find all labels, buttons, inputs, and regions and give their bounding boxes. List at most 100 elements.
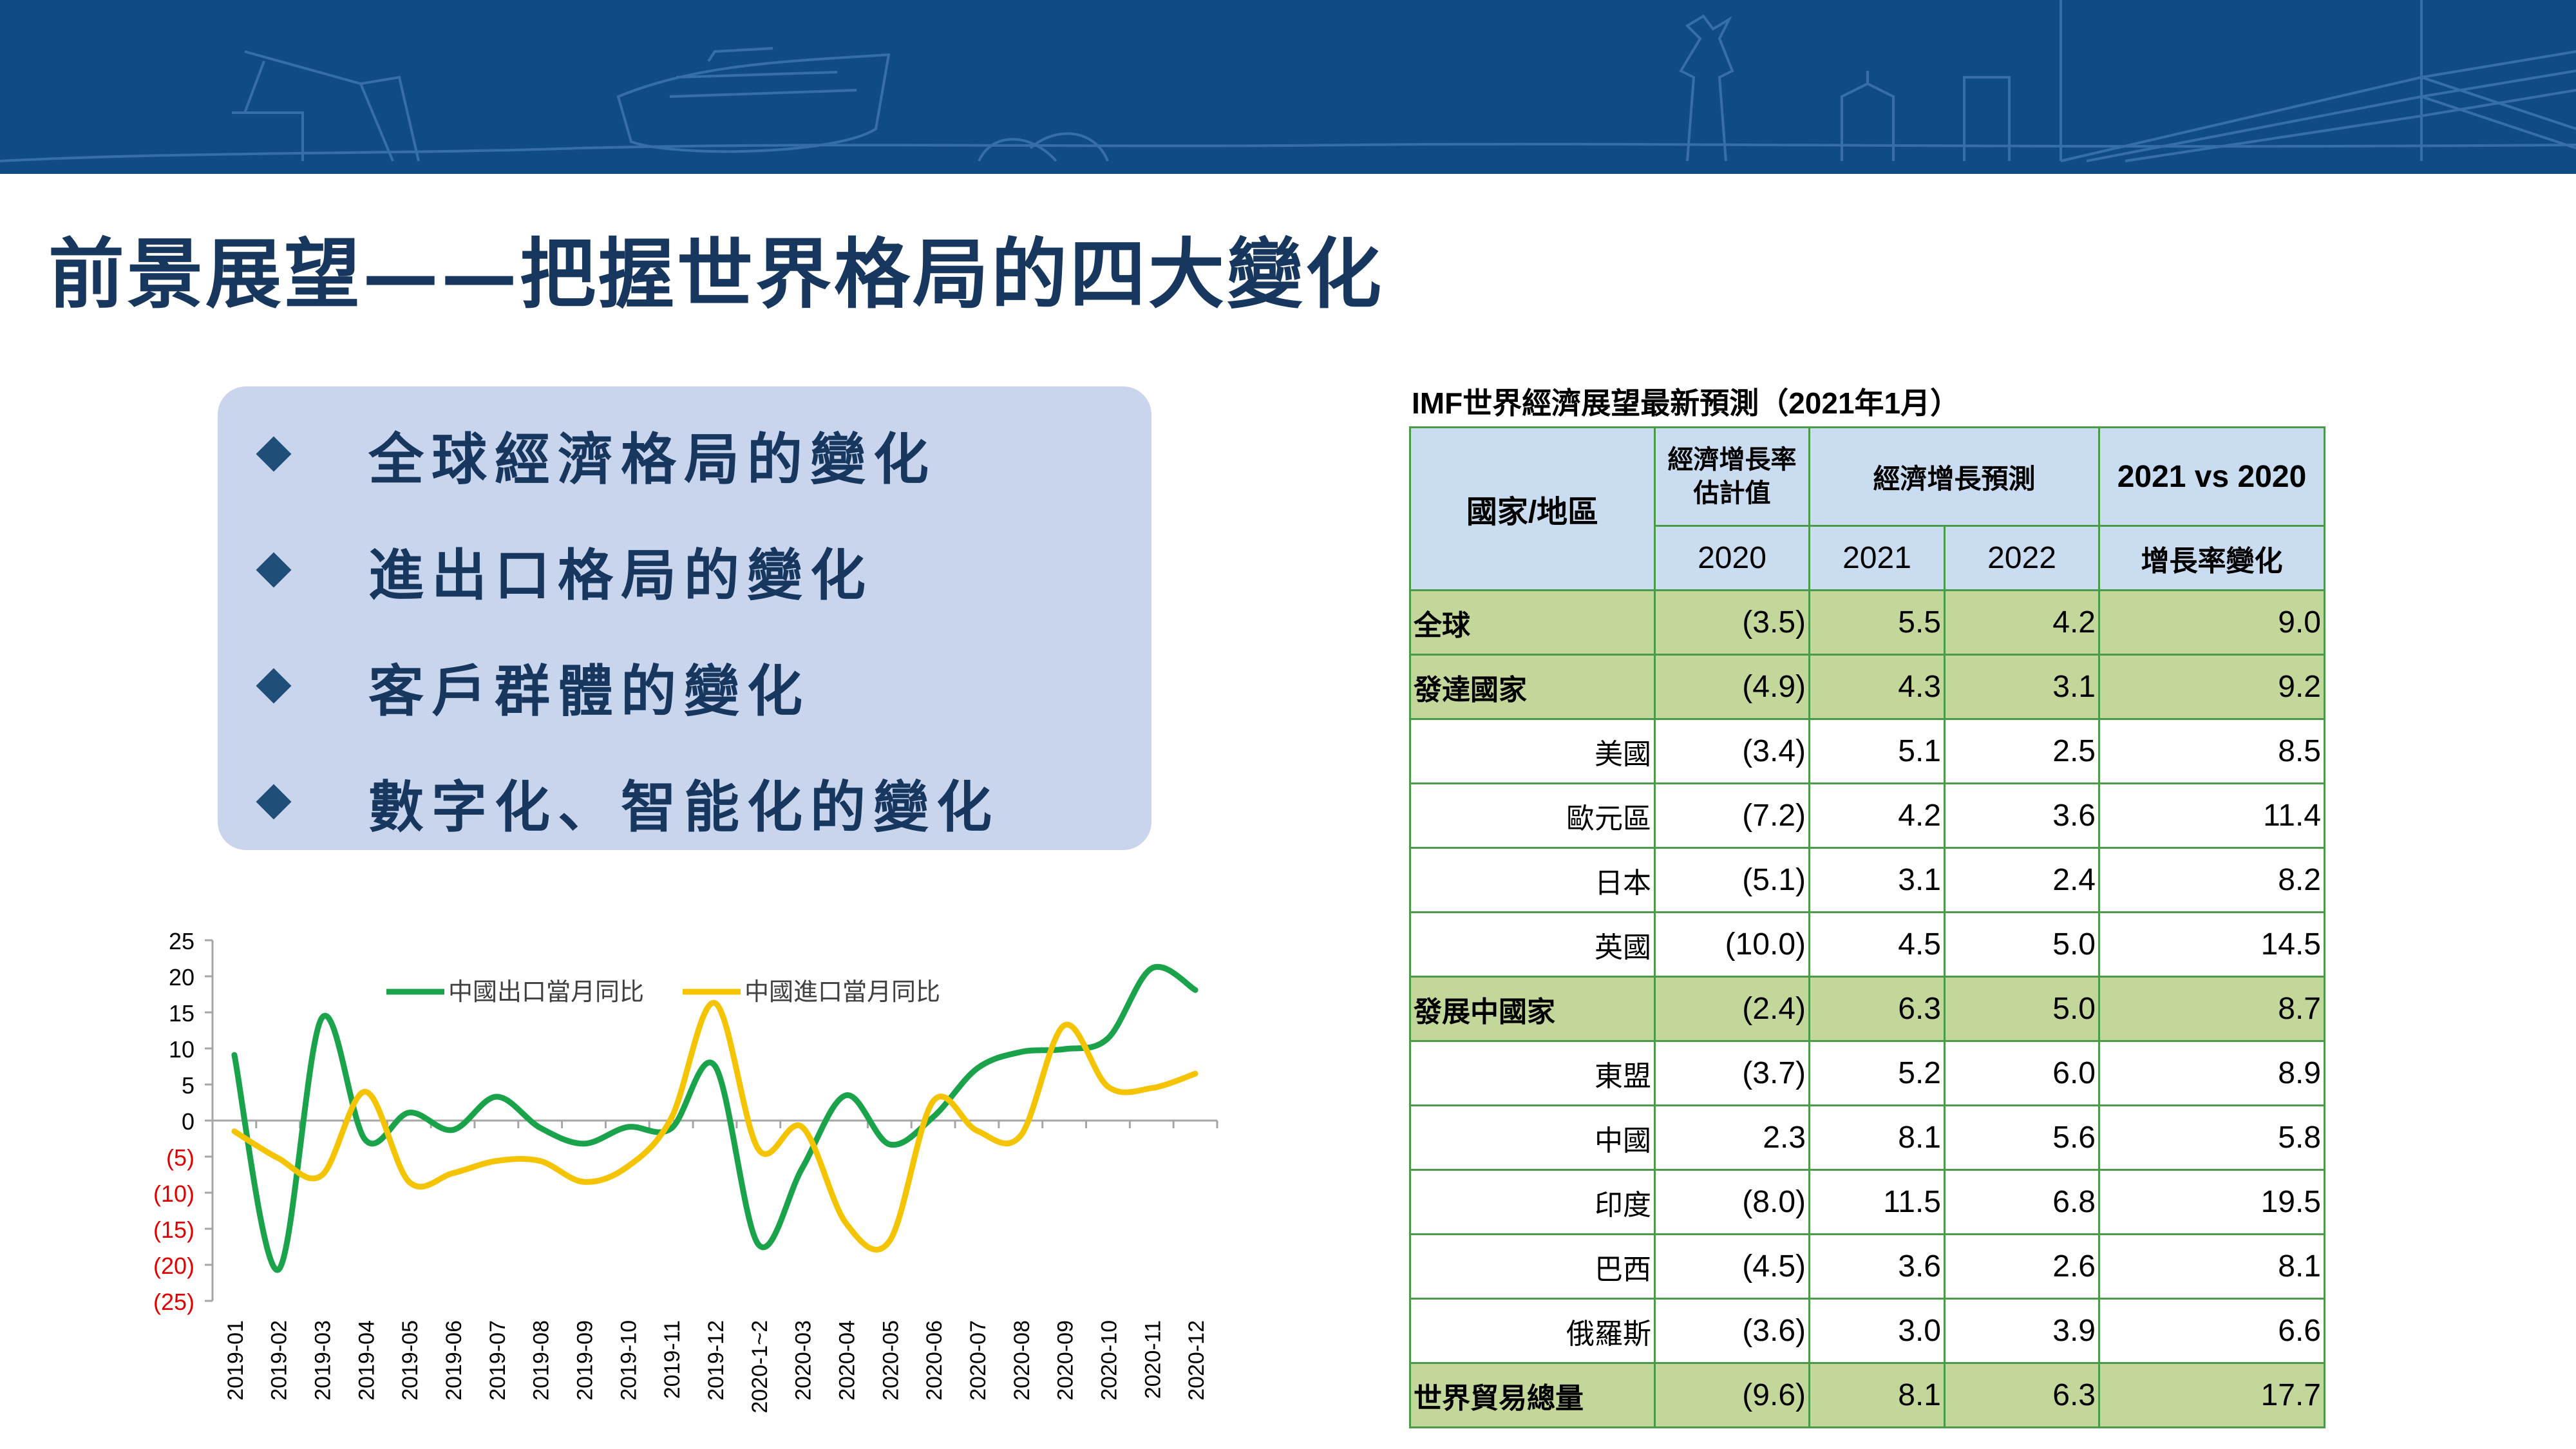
x-tick-label: 2019-02 — [267, 1320, 292, 1401]
header-banner — [0, 0, 2576, 174]
bullet-text: 數字化、智能化的變化 — [368, 774, 999, 840]
header-2022: 2022 — [1944, 525, 2100, 591]
row-name: 美國 — [1409, 718, 1656, 784]
x-tick-label: 2019-07 — [486, 1320, 510, 1401]
x-tick-label: 2020-11 — [1141, 1320, 1165, 1399]
row-name: 日本 — [1409, 847, 1656, 913]
series-line-export — [231, 963, 1198, 1273]
row-change: 5.8 — [2098, 1104, 2325, 1171]
x-tick-label: 2020-05 — [878, 1320, 903, 1401]
bullet-item: 進出口格局的變化 — [256, 522, 873, 618]
y-tick-label: (10) — [153, 1180, 194, 1207]
skyline-illustration — [0, 0, 2576, 162]
x-tick-label: 2020-1~2 — [748, 1320, 772, 1414]
row-2022: 5.0 — [1944, 976, 2100, 1042]
table-row: 俄羅斯 (3.6) 3.0 3.9 6.6 — [1409, 1298, 2325, 1364]
row-change: 19.5 — [2098, 1169, 2325, 1235]
y-tick-label: 15 — [169, 1000, 194, 1027]
row-2022: 6.8 — [1944, 1169, 2100, 1235]
row-2021: 3.0 — [1808, 1298, 1946, 1364]
x-tick-label: 2020-12 — [1184, 1320, 1209, 1401]
bullet-text: 客戶群體的變化 — [368, 658, 810, 724]
row-2021: 8.1 — [1808, 1104, 1946, 1171]
diamond-icon — [256, 668, 292, 704]
x-tick-label: 2019-03 — [311, 1320, 336, 1401]
x-tick-label: 2020-04 — [835, 1320, 859, 1401]
x-tick-label: 2019-04 — [354, 1320, 379, 1401]
row-name: 東盟 — [1409, 1040, 1656, 1106]
row-change: 17.7 — [2098, 1362, 2325, 1428]
y-tick-label: (15) — [153, 1217, 194, 1243]
row-2021: 4.3 — [1808, 654, 1946, 720]
row-2022: 4.2 — [1944, 589, 2100, 656]
row-2021: 3.6 — [1808, 1233, 1946, 1300]
row-2020: (3.6) — [1654, 1298, 1810, 1364]
bullet-text: 進出口格局的變化 — [368, 542, 873, 608]
header-estimate-line1: 經濟增長率 — [1667, 446, 1797, 474]
row-2020: (3.4) — [1654, 718, 1810, 784]
row-name: 巴西 — [1409, 1233, 1656, 1300]
y-tick-label: (5) — [166, 1144, 194, 1171]
row-name: 世界貿易總量 — [1409, 1362, 1656, 1428]
row-2020: (10.0) — [1654, 911, 1810, 978]
table-row: 世界貿易總量 (9.6) 8.1 6.3 17.7 — [1409, 1362, 2325, 1428]
header-compare: 2021 vs 2020 — [2098, 426, 2325, 527]
bullet-item: 數字化、智能化的變化 — [256, 753, 999, 850]
row-2020: (8.0) — [1654, 1169, 1810, 1235]
row-2021: 5.1 — [1808, 718, 1946, 784]
diamond-icon — [256, 784, 292, 820]
diamond-icon — [256, 552, 292, 588]
x-tick-label: 2020-06 — [922, 1320, 947, 1401]
row-name: 歐元區 — [1409, 782, 1656, 849]
diamond-icon — [256, 436, 292, 472]
row-2021: 8.1 — [1808, 1362, 1946, 1428]
x-tick-label: 2020-07 — [966, 1320, 990, 1401]
bullet-panel: 全球經濟格局的變化 進出口格局的變化 客戶群體的變化 數字化、智能化的變化 — [218, 386, 1151, 850]
x-tick-label: 2020-09 — [1054, 1320, 1078, 1401]
y-tick-label: (20) — [153, 1253, 194, 1279]
row-2020: (3.5) — [1654, 589, 1810, 656]
y-tick-label: 20 — [169, 964, 194, 990]
series-line-import — [231, 999, 1198, 1253]
y-tick-label: 25 — [169, 928, 194, 954]
row-change: 9.2 — [2098, 654, 2325, 720]
header-estimate: 經濟增長率 估計值 — [1654, 426, 1810, 527]
imf-forecast-table: 國家/地區 經濟增長率 估計值 經濟增長預測 2021 vs 2020 2020… — [1409, 426, 2325, 1428]
row-name: 發展中國家 — [1409, 976, 1656, 1042]
legend-label: 中國進口當月同比 — [744, 978, 940, 1006]
y-tick-label: 5 — [182, 1072, 194, 1099]
row-2022: 6.3 — [1944, 1362, 2100, 1428]
bullet-item: 客戶群體的變化 — [256, 638, 810, 734]
table-row: 全球 (3.5) 5.5 4.2 9.0 — [1409, 589, 2325, 656]
x-tick-label: 2020-10 — [1097, 1320, 1121, 1401]
row-2021: 5.5 — [1808, 589, 1946, 656]
row-name: 全球 — [1409, 589, 1656, 656]
table-row: 印度 (8.0) 11.5 6.8 19.5 — [1409, 1169, 2325, 1235]
row-2022: 3.9 — [1944, 1298, 2100, 1364]
row-2022: 6.0 — [1944, 1040, 2100, 1106]
row-change: 8.9 — [2098, 1040, 2325, 1106]
header-2021: 2021 — [1808, 525, 1946, 591]
x-tick-label: 2020-03 — [791, 1320, 816, 1401]
header-forecast: 經濟增長預測 — [1808, 426, 2100, 527]
row-change: 11.4 — [2098, 782, 2325, 849]
row-2021: 6.3 — [1808, 976, 1946, 1042]
row-2022: 5.6 — [1944, 1104, 2100, 1171]
row-change: 6.6 — [2098, 1298, 2325, 1364]
y-tick-label: 0 — [182, 1108, 194, 1135]
row-2020: 2.3 — [1654, 1104, 1810, 1171]
x-tick-label: 2019-06 — [442, 1320, 466, 1401]
table-row: 東盟 (3.7) 5.2 6.0 8.9 — [1409, 1040, 2325, 1106]
row-name: 發達國家 — [1409, 654, 1656, 720]
row-2022: 2.5 — [1944, 718, 2100, 784]
row-2020: (7.2) — [1654, 782, 1810, 849]
page-title: 前景展望——把握世界格局的四大變化 — [48, 229, 1385, 319]
row-2022: 2.6 — [1944, 1233, 2100, 1300]
table-row: 發展中國家 (2.4) 6.3 5.0 8.7 — [1409, 976, 2325, 1042]
row-2021: 4.2 — [1808, 782, 1946, 849]
row-name: 中國 — [1409, 1104, 1656, 1171]
x-tick-label: 2019-12 — [704, 1320, 728, 1401]
row-change: 9.0 — [2098, 589, 2325, 656]
bullet-text: 全球經濟格局的變化 — [368, 426, 936, 492]
table-row: 美國 (3.4) 5.1 2.5 8.5 — [1409, 718, 2325, 784]
